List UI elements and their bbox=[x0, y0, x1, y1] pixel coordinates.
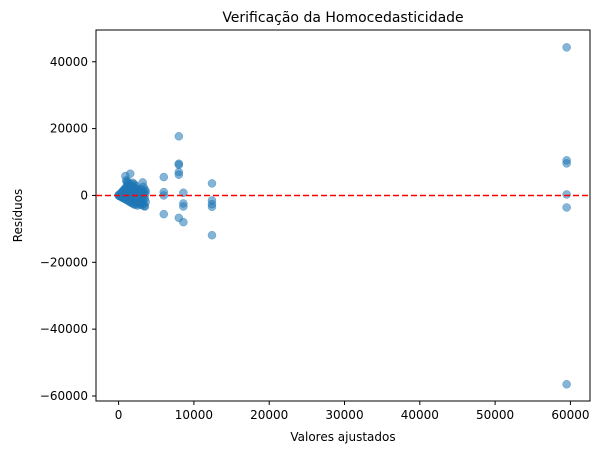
y-tick-label: −20000 bbox=[40, 255, 88, 269]
x-axis-title: Valores ajustados bbox=[290, 430, 395, 444]
scatter-point bbox=[174, 170, 184, 179]
y-tick-label: −40000 bbox=[40, 322, 88, 336]
x-tick-label: 50000 bbox=[476, 408, 514, 422]
y-tick-label: 0 bbox=[80, 188, 88, 202]
scatter-point bbox=[562, 203, 571, 212]
scatter-point bbox=[562, 190, 571, 199]
x-tick-label: 40000 bbox=[401, 408, 439, 422]
chart-title: Verificação da Homocedasticidade bbox=[222, 10, 463, 26]
x-tick-label: 60000 bbox=[551, 408, 589, 422]
scatter-point bbox=[562, 43, 571, 52]
scatter-point bbox=[159, 172, 169, 182]
scatter-point bbox=[207, 230, 217, 240]
x-tick-label: 20000 bbox=[250, 408, 288, 422]
scatter-point bbox=[174, 132, 184, 141]
x-axis: 0 10000 20000 30000 40000 50000 60000 bbox=[115, 401, 590, 422]
x-tick-label: 30000 bbox=[325, 408, 363, 422]
scatter-point bbox=[126, 169, 135, 178]
scatter-point bbox=[207, 179, 217, 188]
scatter-point bbox=[207, 202, 217, 212]
x-tick-label: 10000 bbox=[175, 408, 213, 422]
scatter-point bbox=[174, 160, 184, 169]
x-tick-label: 0 bbox=[115, 408, 123, 422]
scatter-points bbox=[114, 43, 571, 389]
y-axis-title: Resíduos bbox=[11, 189, 25, 243]
scatter-point bbox=[562, 159, 571, 168]
scatter-point bbox=[141, 197, 150, 207]
y-tick-label: −60000 bbox=[40, 389, 88, 403]
y-tick-label: 40000 bbox=[50, 55, 88, 69]
scatter-point bbox=[159, 209, 169, 219]
plot-area bbox=[95, 29, 591, 402]
y-axis: −60000 −40000 −20000 0 20000 40000 bbox=[40, 55, 96, 403]
scatter-point bbox=[562, 380, 571, 389]
scatter-point bbox=[179, 217, 188, 227]
y-tick-label: 20000 bbox=[50, 122, 88, 136]
scatter-point bbox=[141, 186, 150, 196]
scatter-point bbox=[179, 202, 188, 211]
